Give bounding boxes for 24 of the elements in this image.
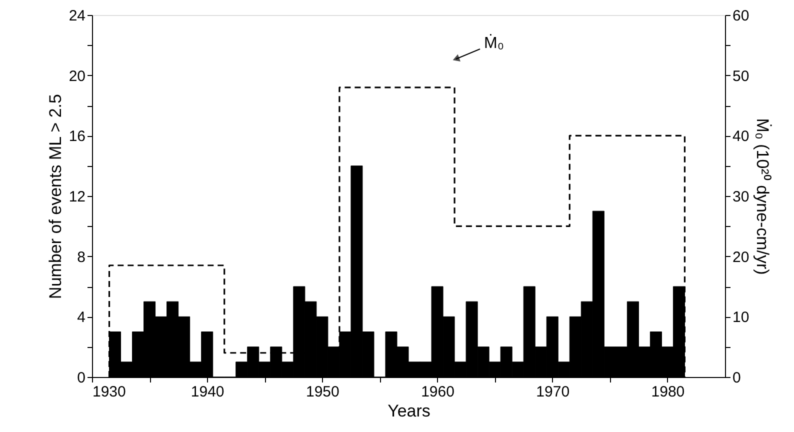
y2-axis-title: Ṁ₀ (10²⁰ dyne-cm/yr) bbox=[753, 118, 772, 275]
y2-tick-label: 50 bbox=[732, 68, 750, 85]
y-tick-label: 8 bbox=[77, 248, 86, 266]
y2-tick-label: 60 bbox=[732, 8, 750, 24]
y2-tick-label: 20 bbox=[732, 248, 750, 266]
y2-tick-label: 30 bbox=[732, 188, 750, 206]
x-tick-label: 1930 bbox=[92, 384, 126, 400]
y-tick-label: 12 bbox=[68, 188, 86, 206]
x-tick-label: 1980 bbox=[651, 384, 685, 400]
y-tick-label: 4 bbox=[77, 309, 86, 326]
y-tick-label: 24 bbox=[68, 8, 86, 24]
y2-tick-label: 10 bbox=[732, 309, 750, 326]
x-tick-label: 1950 bbox=[306, 384, 340, 400]
x-tick-label: 1970 bbox=[536, 384, 570, 400]
y-axis-title: Number of events ML > 2.5 bbox=[46, 94, 65, 299]
annotation: Ṁ₀ bbox=[484, 34, 504, 52]
x-tick-label: 1940 bbox=[190, 384, 224, 400]
y-tick-label: 16 bbox=[68, 128, 86, 146]
y-tick-label: 20 bbox=[68, 68, 86, 85]
x-axis-title: Years bbox=[388, 402, 430, 420]
y-tick-label: 0 bbox=[77, 370, 86, 386]
y2-tick-label: 40 bbox=[732, 128, 750, 146]
y2-tick-label: 0 bbox=[732, 370, 741, 386]
x-tick-label: 1960 bbox=[421, 384, 454, 400]
